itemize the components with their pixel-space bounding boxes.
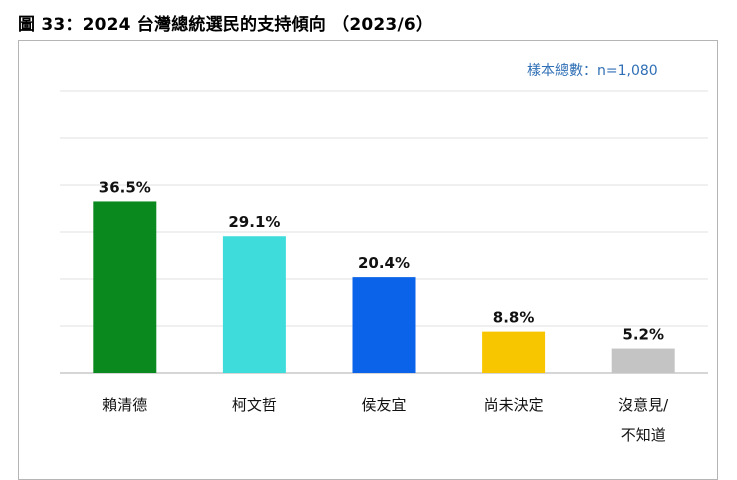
category-label: 賴清德 [102, 396, 147, 414]
figure-title: 圖 33：2024 台灣總統選民的支持傾向 （2023/6） [18, 15, 434, 35]
data-label: 36.5% [99, 178, 151, 196]
data-label: 5.2% [622, 326, 664, 344]
bar [352, 277, 416, 373]
data-label: 8.8% [493, 309, 535, 327]
bar [611, 348, 675, 373]
bar-chart: 36.5% 賴清德 29.1% 柯文哲 20.4% 侯友宜 8.8% 尚未決定 5.2% 沒意見/… [60, 90, 708, 444]
bar [93, 201, 157, 373]
category-label: 不知道 [621, 426, 666, 444]
bar [482, 331, 546, 373]
category-label: 柯文哲 [232, 396, 277, 414]
sample-size-note: 樣本總數：n=1,080 [527, 63, 658, 79]
bar [222, 236, 286, 373]
category-label: 沒意見/ [618, 396, 669, 414]
data-label: 29.1% [228, 213, 280, 231]
data-label: 20.4% [358, 254, 410, 272]
category-label: 侯友宜 [361, 396, 406, 414]
category-label: 尚未決定 [484, 396, 544, 414]
